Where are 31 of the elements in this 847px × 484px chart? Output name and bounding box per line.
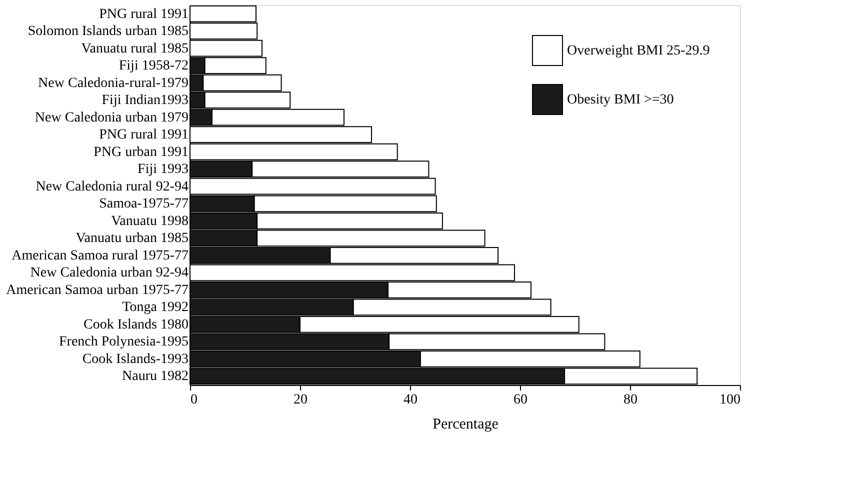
y-tick-label: Cook Islands 1980 — [84, 317, 188, 332]
legend-label: Overweight BMI 25-29.9 — [567, 44, 710, 58]
legend-label: Obesity BMI >=30 — [567, 92, 674, 108]
y-tick-label: PNG urban 1991 — [94, 144, 188, 160]
y-tick-label: Solomon Islands urban 1985 — [28, 24, 188, 40]
y-tick-label: New Caledonia urban 1979 — [34, 110, 188, 126]
x-axis-title: Percentage — [432, 416, 499, 432]
y-tick-label: PNG rural 1991 — [99, 6, 188, 22]
y-tick-label: Samoa-1975-77 — [99, 196, 188, 212]
x-tick-label: 0 — [190, 392, 198, 408]
y-tick-label: American Samoa rural 1975-77 — [12, 248, 188, 264]
y-tick-label: New Caledonia urban 92-94 — [30, 266, 188, 281]
y-tick-label: Nauru 1982 — [122, 369, 188, 384]
y-tick-label: Fiji Indian1993 — [102, 93, 188, 108]
x-tick-label: 60 — [514, 392, 528, 408]
y-tick-label: New Caledonia rural 92-94 — [36, 179, 188, 194]
x-tick-label: 40 — [404, 392, 418, 408]
y-tick-label: Vanuatu 1998 — [111, 214, 188, 229]
y-tick-label: American Samoa urban 1975-77 — [6, 282, 188, 298]
y-tick-label: New Caledonia-rural-1979 — [38, 76, 188, 91]
y-tick-label: Fiji 1993 — [138, 162, 188, 178]
x-tick-label: 20 — [294, 392, 308, 408]
x-tick-label: 100 — [720, 392, 740, 408]
y-tick-label: Tonga 1992 — [122, 300, 188, 316]
y-tick-label: Vanuatu rural 1985 — [81, 41, 188, 56]
y-tick-label: Fiji 1958-72 — [118, 58, 188, 74]
y-tick-label: PNG rural 1991 — [99, 128, 188, 143]
y-tick-label: Vanuatu urban 1985 — [76, 231, 188, 246]
y-tick-label: Cook Islands-1993 — [82, 352, 188, 367]
y-tick-label: French Polynesia-1995 — [59, 334, 188, 350]
x-tick-label: 80 — [624, 392, 638, 408]
